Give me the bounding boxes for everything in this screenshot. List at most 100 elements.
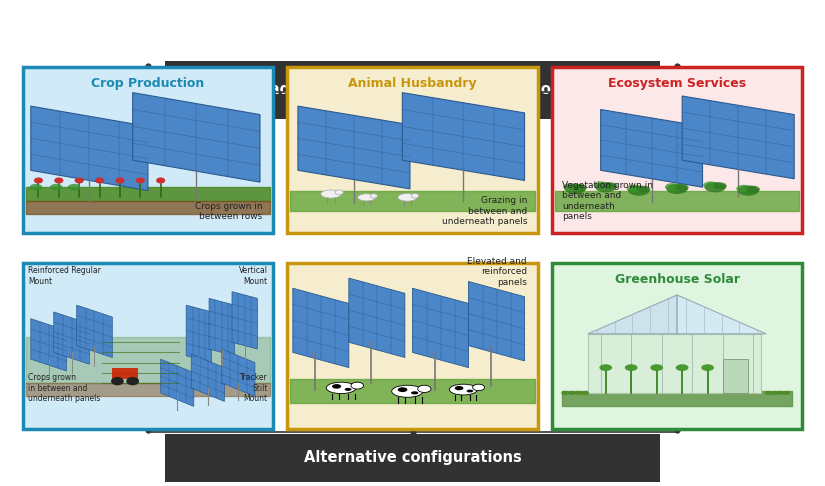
Ellipse shape [637, 186, 650, 193]
Ellipse shape [335, 190, 343, 195]
Ellipse shape [321, 190, 342, 198]
FancyBboxPatch shape [135, 57, 690, 122]
Text: Vegetation grown in
between and
underneath
panels: Vegetation grown in between and undernea… [563, 181, 653, 221]
Ellipse shape [595, 182, 616, 192]
FancyBboxPatch shape [287, 67, 538, 233]
Polygon shape [77, 305, 112, 358]
Ellipse shape [392, 385, 423, 397]
Ellipse shape [714, 182, 727, 190]
Ellipse shape [417, 385, 431, 393]
Ellipse shape [676, 364, 689, 371]
Ellipse shape [675, 184, 689, 191]
Polygon shape [161, 359, 194, 406]
Ellipse shape [705, 182, 726, 192]
Ellipse shape [604, 182, 617, 190]
Text: Vertical
Mount: Vertical Mount [238, 266, 267, 286]
Bar [723, 359, 748, 393]
Ellipse shape [30, 184, 42, 191]
Polygon shape [209, 298, 234, 356]
Ellipse shape [625, 364, 638, 371]
Polygon shape [588, 295, 677, 334]
Text: Crops grown in
between rows: Crops grown in between rows [195, 202, 262, 221]
Circle shape [34, 177, 43, 184]
Polygon shape [601, 109, 703, 187]
Polygon shape [222, 349, 255, 397]
Circle shape [136, 177, 145, 184]
Ellipse shape [398, 193, 417, 201]
Ellipse shape [568, 391, 576, 395]
Ellipse shape [703, 181, 718, 189]
Polygon shape [412, 288, 469, 367]
Ellipse shape [450, 384, 478, 395]
Polygon shape [133, 93, 260, 182]
Ellipse shape [398, 387, 408, 392]
Polygon shape [232, 292, 257, 349]
Ellipse shape [573, 184, 587, 191]
Ellipse shape [582, 391, 589, 395]
Bar [588, 334, 761, 393]
Circle shape [111, 377, 124, 385]
Ellipse shape [563, 183, 578, 191]
Ellipse shape [575, 391, 582, 395]
Ellipse shape [564, 184, 586, 194]
FancyBboxPatch shape [552, 262, 803, 429]
FancyBboxPatch shape [552, 67, 803, 233]
Ellipse shape [747, 186, 760, 193]
FancyBboxPatch shape [22, 67, 273, 233]
Text: Alternative configurations: Alternative configurations [304, 451, 521, 465]
Bar [112, 367, 138, 380]
Polygon shape [677, 295, 766, 334]
Text: Greenhouse Solar: Greenhouse Solar [615, 273, 739, 286]
Polygon shape [31, 106, 148, 191]
Polygon shape [469, 281, 525, 361]
Ellipse shape [701, 364, 714, 371]
FancyBboxPatch shape [22, 262, 273, 429]
FancyBboxPatch shape [287, 262, 538, 429]
Ellipse shape [332, 384, 342, 389]
Ellipse shape [765, 391, 772, 395]
Ellipse shape [736, 185, 751, 192]
Circle shape [126, 377, 139, 385]
Circle shape [54, 177, 64, 184]
Text: Ecosystem Services: Ecosystem Services [608, 77, 746, 90]
Text: Traditional utility-scale configurations: Traditional utility-scale configurations [254, 83, 571, 97]
Ellipse shape [783, 391, 790, 395]
Ellipse shape [600, 364, 612, 371]
Ellipse shape [561, 391, 568, 395]
Ellipse shape [411, 193, 419, 198]
Ellipse shape [370, 194, 377, 198]
Ellipse shape [771, 391, 779, 395]
Text: Animal Husbandry: Animal Husbandry [348, 77, 477, 90]
Polygon shape [54, 312, 89, 364]
Circle shape [95, 177, 104, 184]
Text: Elevated and
reinforced
panels: Elevated and reinforced panels [468, 257, 527, 287]
Ellipse shape [473, 384, 484, 391]
Polygon shape [298, 106, 410, 189]
Polygon shape [349, 278, 405, 358]
Ellipse shape [665, 183, 680, 191]
Text: Crops grown
in between and
underneath panels: Crops grown in between and underneath pa… [28, 373, 101, 403]
Polygon shape [403, 93, 525, 180]
Ellipse shape [345, 388, 351, 391]
Ellipse shape [351, 382, 364, 389]
Ellipse shape [467, 390, 474, 393]
Ellipse shape [627, 185, 641, 192]
Ellipse shape [411, 391, 418, 395]
FancyBboxPatch shape [135, 431, 690, 485]
Circle shape [116, 177, 125, 184]
Text: Crop Production: Crop Production [92, 77, 205, 90]
Ellipse shape [68, 184, 81, 191]
Polygon shape [186, 305, 211, 363]
Ellipse shape [628, 186, 649, 196]
Ellipse shape [594, 181, 608, 189]
Circle shape [156, 177, 165, 184]
Text: Grazing in
between and
underneath panels: Grazing in between and underneath panels [441, 196, 527, 226]
Polygon shape [682, 96, 794, 179]
Ellipse shape [650, 364, 663, 371]
Ellipse shape [455, 386, 464, 390]
Polygon shape [293, 288, 349, 367]
Ellipse shape [738, 186, 759, 196]
Ellipse shape [50, 184, 63, 191]
Circle shape [74, 177, 84, 184]
Polygon shape [31, 319, 67, 371]
